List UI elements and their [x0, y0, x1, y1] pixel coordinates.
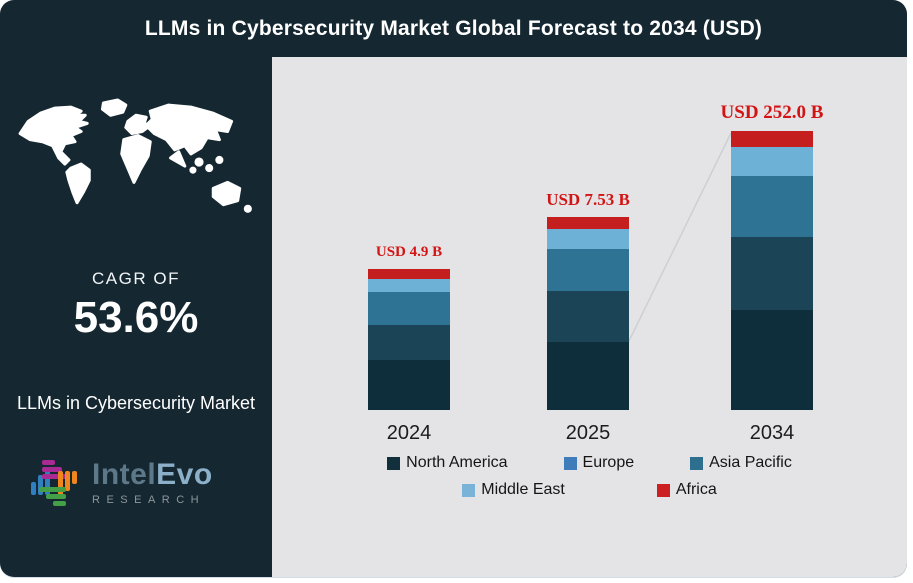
bar-segment-europe — [368, 325, 450, 360]
bar-segment-europe — [547, 291, 629, 342]
legend-row: North America Europe Asia Pacific — [272, 454, 907, 472]
brand-text: IntelEvo RESEARCH — [92, 460, 213, 507]
cagr-value: 53.6% — [73, 293, 199, 342]
sidebar: CAGR OF 53.6% LLMs in Cybersecurity Mark… — [0, 57, 272, 577]
bar-segment-north-america — [547, 342, 629, 410]
bar-segment-middle-east — [731, 147, 813, 176]
legend-item-europe: Europe — [563, 454, 635, 472]
chart-legend: North America Europe Asia Pacific Middle Ea… — [272, 454, 907, 499]
bar-segment-asia-pacific — [368, 292, 450, 325]
bar-segment-europe — [731, 237, 813, 310]
legend-swatch — [690, 456, 704, 470]
chart-panel: USD 4.9 B 2024 USD 7.53 B 2025 USD 252.0 B 20… — [272, 57, 907, 577]
legend-label: Africa — [675, 481, 717, 498]
bar-segment-north-america — [368, 360, 450, 410]
title-bar: LLMs in Cybersecurity Market Global Fore… — [0, 0, 907, 57]
bar-segment-asia-pacific — [547, 249, 629, 291]
legend-label: Middle East — [481, 481, 565, 498]
legend-label: Asia Pacific — [709, 454, 792, 471]
legend-item-middle-east: Middle East — [462, 481, 565, 499]
brand-name: IntelEvo — [92, 460, 213, 490]
legend-swatch — [563, 456, 577, 470]
legend-label: Europe — [582, 454, 635, 471]
legend-item-africa: Africa — [656, 481, 717, 499]
brand-name-part2: Evo — [156, 458, 213, 491]
trend-connector-line — [627, 132, 732, 344]
legend-item-asia-pacific: Asia Pacific — [690, 454, 792, 472]
brand-subtitle: RESEARCH — [92, 494, 206, 506]
cagr-label: CAGR OF — [92, 269, 180, 288]
brand-name-part1: Intel — [92, 458, 157, 491]
total-value-label: USD 7.53 B — [546, 190, 630, 209]
world-map-icon — [18, 98, 252, 213]
bar-segment-africa — [368, 269, 450, 279]
legend-swatch — [656, 483, 670, 497]
page-title: LLMs in Cybersecurity Market Global Fore… — [144, 16, 763, 40]
bar-segment-asia-pacific — [731, 176, 813, 237]
x-axis-label: 2034 — [749, 422, 795, 444]
legend-item-north-america: North America — [387, 454, 508, 472]
bar-chart: USD 4.9 B 2024 USD 7.53 B 2025 USD 252.0 B 20… — [272, 57, 907, 577]
content-area: CAGR OF 53.6% LLMs in Cybersecurity Mark… — [0, 57, 907, 577]
stacked-bar-2034 — [731, 131, 813, 410]
bar-segment-middle-east — [547, 229, 629, 249]
stacked-bar-2025 — [547, 217, 629, 410]
x-axis-label: 2025 — [565, 422, 611, 444]
total-value-label: USD 252.0 B — [720, 102, 824, 123]
total-value-label: USD 4.9 B — [375, 244, 443, 260]
legend-swatch — [462, 483, 476, 497]
legend-label: North America — [406, 454, 508, 471]
x-axis-label: 2024 — [386, 422, 432, 444]
brand-logo-icon — [31, 460, 77, 506]
brand-logo: IntelEvo RESEARCH — [26, 455, 213, 511]
legend-swatch — [387, 456, 401, 470]
stacked-bar-2024 — [368, 269, 450, 410]
legend-row: Middle East Africa — [272, 481, 907, 499]
bar-segment-middle-east — [368, 279, 450, 292]
bar-segment-north-america — [731, 310, 813, 410]
bar-segment-africa — [731, 131, 813, 147]
bar-segment-africa — [547, 217, 629, 229]
market-name: LLMs in Cybersecurity Market — [16, 393, 256, 413]
